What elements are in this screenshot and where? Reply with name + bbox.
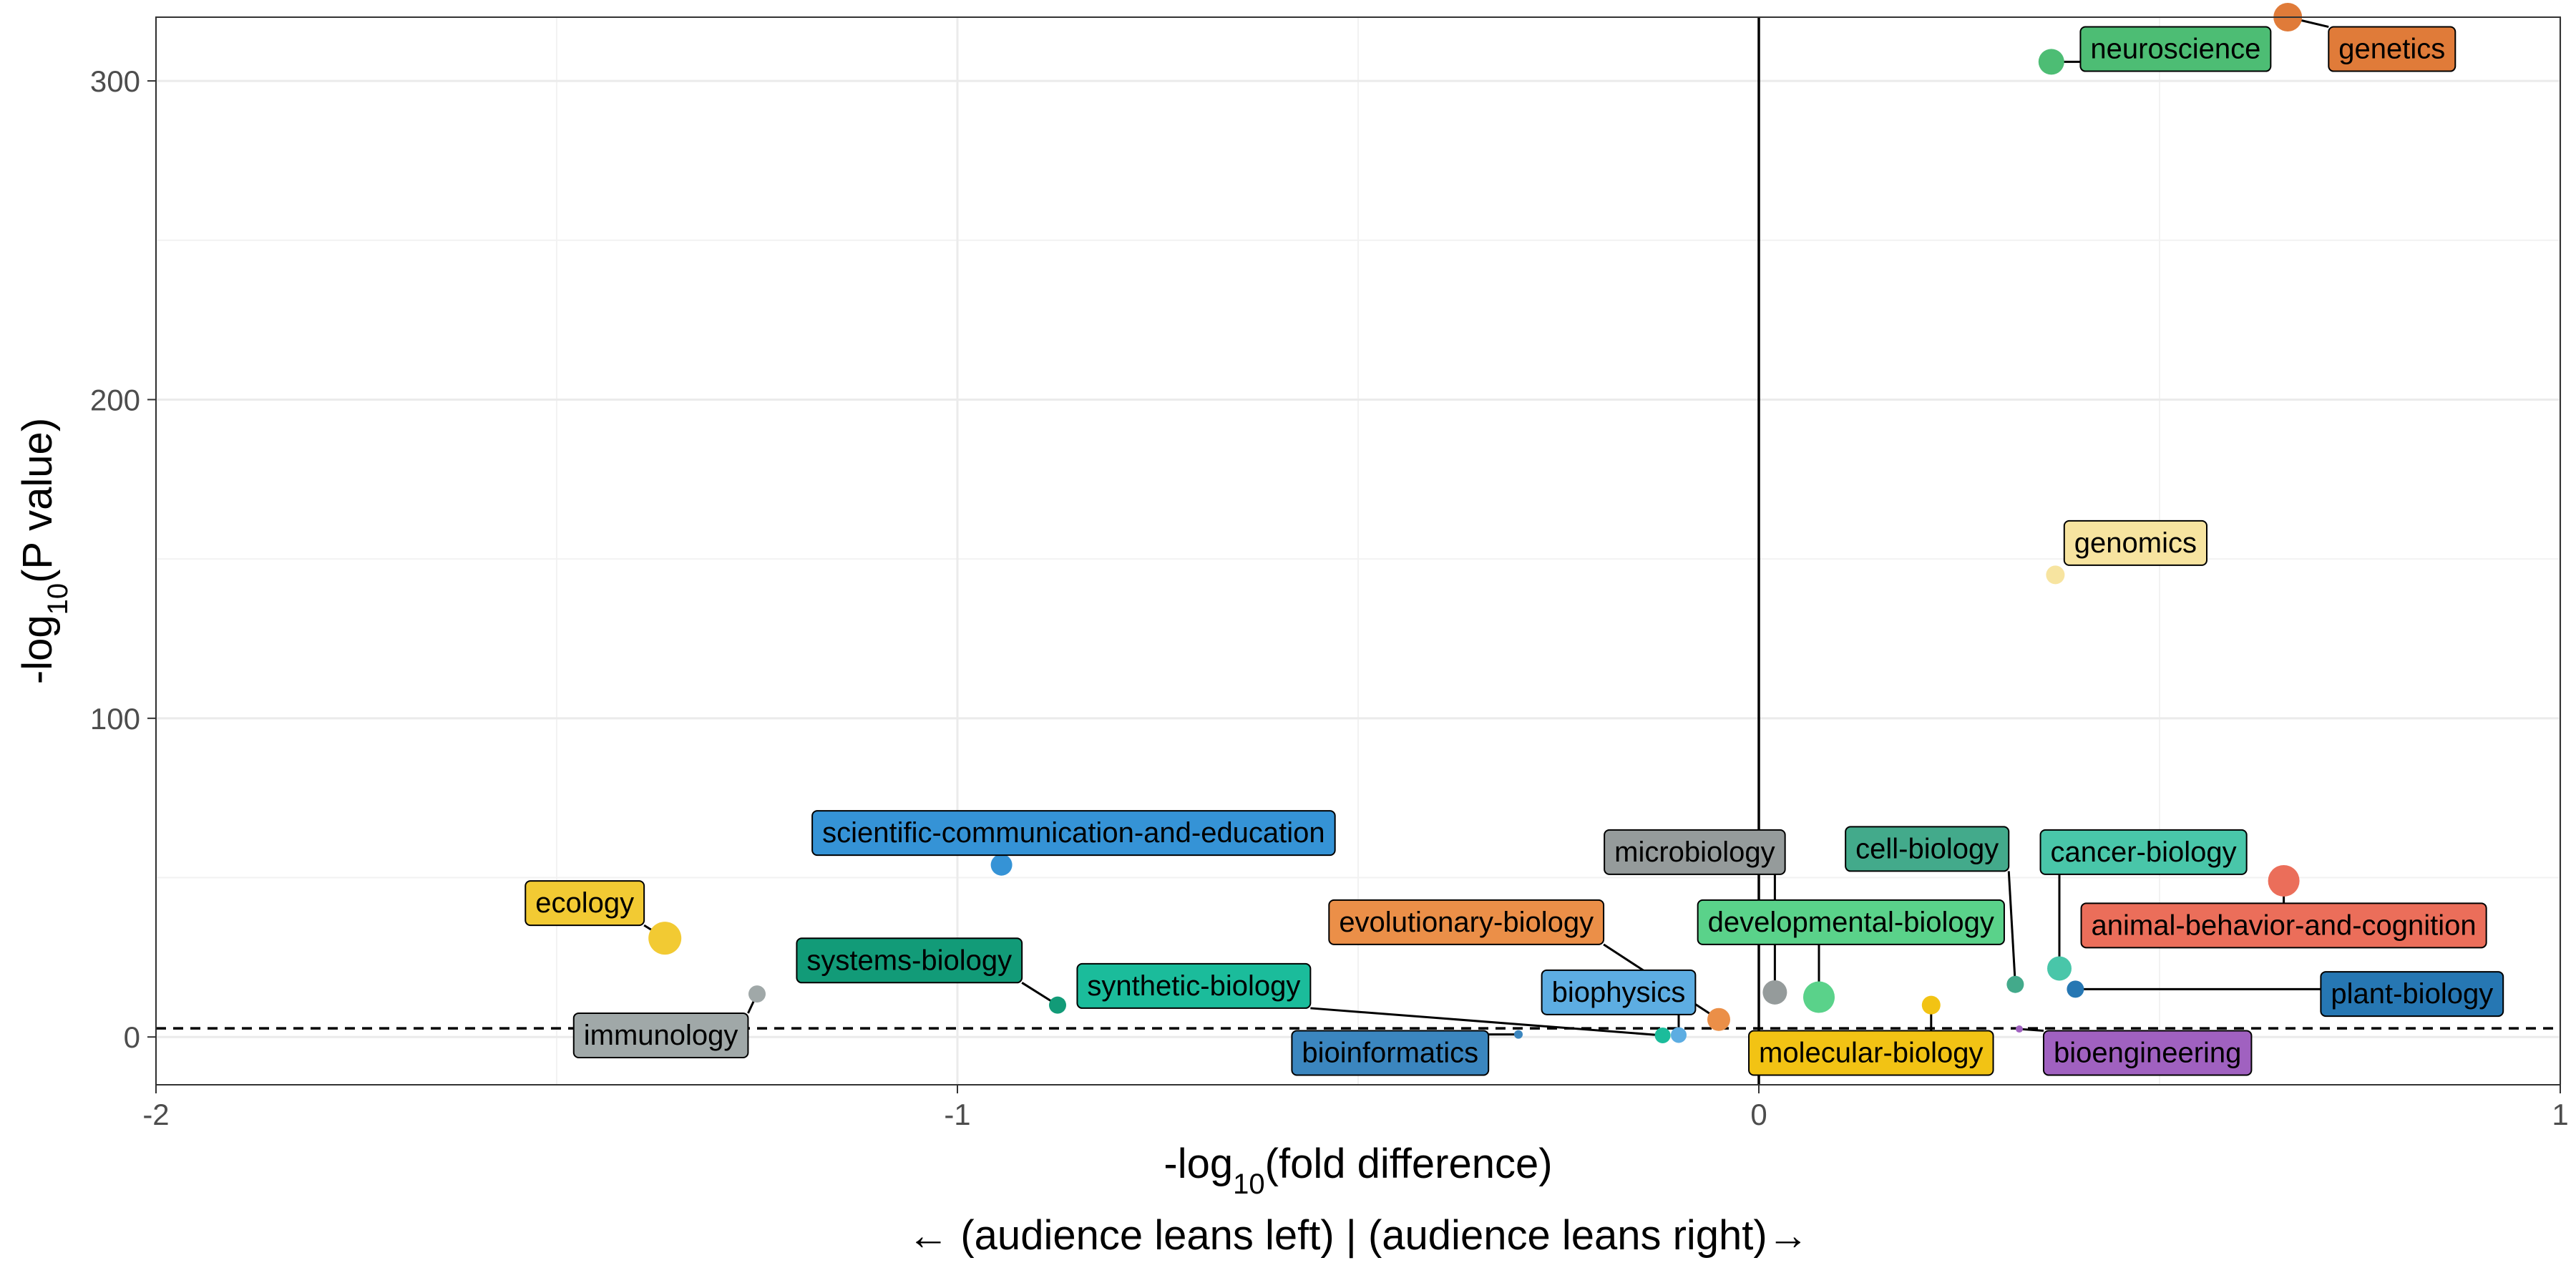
label-box xyxy=(1291,1030,1490,1076)
label-text: developmental-biology xyxy=(1708,907,1994,938)
data-points xyxy=(648,3,2303,1043)
label-text: genomics xyxy=(2074,527,2197,559)
y-axis-title: -log10(P value) xyxy=(14,418,74,684)
data-point-immunology xyxy=(748,985,766,1003)
data-point-ecology xyxy=(648,922,682,955)
data-point-scientific-communication-and-education xyxy=(990,854,1013,876)
label-evolutionary-biology: evolutionary-biology xyxy=(1328,899,1605,945)
label-box xyxy=(1541,969,1697,1015)
leader-line-bioengineering xyxy=(2019,1028,2044,1032)
label-box xyxy=(525,880,645,927)
label-cancer-biology: cancer-biology xyxy=(2039,829,2248,875)
data-point-systems-biology xyxy=(1049,996,1066,1014)
label-animal-behavior-and-cognition: animal-behavior-and-cognition xyxy=(2080,902,2487,949)
label-scientific-communication-and-education: scientific-communication-and-education xyxy=(811,810,1336,857)
label-cell-biology: cell-biology xyxy=(1845,826,2010,872)
data-point-developmental-biology xyxy=(1803,981,1835,1013)
leader-line-synthetic-biology xyxy=(1310,1007,1663,1037)
leader-line-cell-biology xyxy=(2007,871,2016,985)
label-box xyxy=(1604,829,1786,875)
label-text: bioinformatics xyxy=(1302,1037,1478,1068)
x-tick-label: 1 xyxy=(2552,1098,2568,1131)
label-box xyxy=(811,810,1336,857)
label-box xyxy=(2079,26,2272,72)
x-axis-title: -log10(fold difference) xyxy=(1163,1141,1552,1200)
x-tick-label: -2 xyxy=(142,1098,169,1131)
label-developmental-biology: developmental-biology xyxy=(1697,899,2005,945)
y-tick-label: 100 xyxy=(90,702,140,736)
label-text: evolutionary-biology xyxy=(1339,907,1594,938)
data-point-cell-biology xyxy=(2006,975,2024,993)
data-point-plant-biology xyxy=(2067,980,2084,998)
grid-lines xyxy=(155,17,2562,1085)
label-box xyxy=(2042,1030,2253,1076)
label-box xyxy=(572,1012,749,1058)
label-box xyxy=(2328,26,2457,72)
label-box xyxy=(1328,899,1605,945)
data-point-genomics xyxy=(2046,565,2065,585)
x-tick-label: 0 xyxy=(1750,1098,1767,1131)
label-text: systems-biology xyxy=(806,945,1012,976)
label-text: animal-behavior-and-cognition xyxy=(2092,909,2477,941)
label-text: microbiology xyxy=(1614,836,1775,868)
data-point-biophysics xyxy=(1671,1027,1687,1043)
label-systems-biology: systems-biology xyxy=(796,937,1023,984)
label-box xyxy=(1076,962,1312,1009)
label-text: cell-biology xyxy=(1855,833,1999,864)
label-text: biophysics xyxy=(1552,977,1686,1008)
data-point-microbiology xyxy=(1762,980,1787,1005)
x-tick-label: -1 xyxy=(944,1098,970,1131)
label-bioengineering: bioengineering xyxy=(2042,1030,2253,1076)
label-box xyxy=(1697,899,2005,945)
data-point-molecular-biology xyxy=(1921,995,1941,1015)
data-point-animal-behavior-and-cognition xyxy=(2268,864,2300,897)
point-labels: genetics neuroscience genomics scientific-c… xyxy=(525,26,2504,1076)
label-text: synthetic-biology xyxy=(1087,970,1300,1002)
label-genetics: genetics xyxy=(2328,26,2457,72)
label-text: cancer-biology xyxy=(2051,836,2237,868)
y-tick-label: 200 xyxy=(90,383,140,416)
data-point-neuroscience xyxy=(2038,49,2064,75)
label-text: genetics xyxy=(2338,34,2445,65)
label-text: molecular-biology xyxy=(1759,1037,1983,1068)
label-bioinformatics: bioinformatics xyxy=(1291,1030,1490,1076)
label-box xyxy=(2080,902,2487,949)
data-point-cancer-biology xyxy=(2047,956,2072,981)
label-box xyxy=(796,937,1023,984)
x-axis-secondary-title: ← (audience leans left) | (audience lean… xyxy=(907,1212,1809,1259)
label-box xyxy=(2039,829,2248,875)
data-point-synthetic-biology xyxy=(1654,1027,1671,1043)
data-point-bioinformatics xyxy=(1514,1030,1523,1039)
label-neuroscience: neuroscience xyxy=(2079,26,2272,72)
label-molecular-biology: molecular-biology xyxy=(1748,1030,1994,1076)
label-ecology: ecology xyxy=(525,880,645,927)
label-text: ecology xyxy=(535,887,634,919)
label-box xyxy=(2063,519,2208,566)
label-text: scientific-communication-and-education xyxy=(822,817,1325,849)
label-text: bioengineering xyxy=(2054,1037,2241,1068)
plot-panel-border xyxy=(155,16,2561,1085)
y-tick-label: 0 xyxy=(124,1020,140,1054)
y-tick-label: 300 xyxy=(90,64,140,98)
data-point-evolutionary-biology xyxy=(1707,1008,1730,1031)
label-text: immunology xyxy=(584,1020,738,1051)
label-biophysics: biophysics xyxy=(1541,969,1697,1015)
label-text: plant-biology xyxy=(2331,978,2493,1010)
label-genomics: genomics xyxy=(2063,519,2208,566)
label-box xyxy=(1748,1030,1994,1076)
axes: -2 -1 0 1 0 100 200 300 xyxy=(90,64,2569,1131)
data-point-bioengineering xyxy=(2016,1025,2023,1033)
label-box xyxy=(1845,826,2010,872)
label-text: neuroscience xyxy=(2090,34,2260,65)
label-box xyxy=(2320,971,2504,1018)
label-immunology: immunology xyxy=(572,1012,749,1058)
label-synthetic-biology: synthetic-biology xyxy=(1076,962,1312,1009)
label-plant-biology: plant-biology xyxy=(2320,971,2504,1018)
label-microbiology: microbiology xyxy=(1604,829,1786,875)
